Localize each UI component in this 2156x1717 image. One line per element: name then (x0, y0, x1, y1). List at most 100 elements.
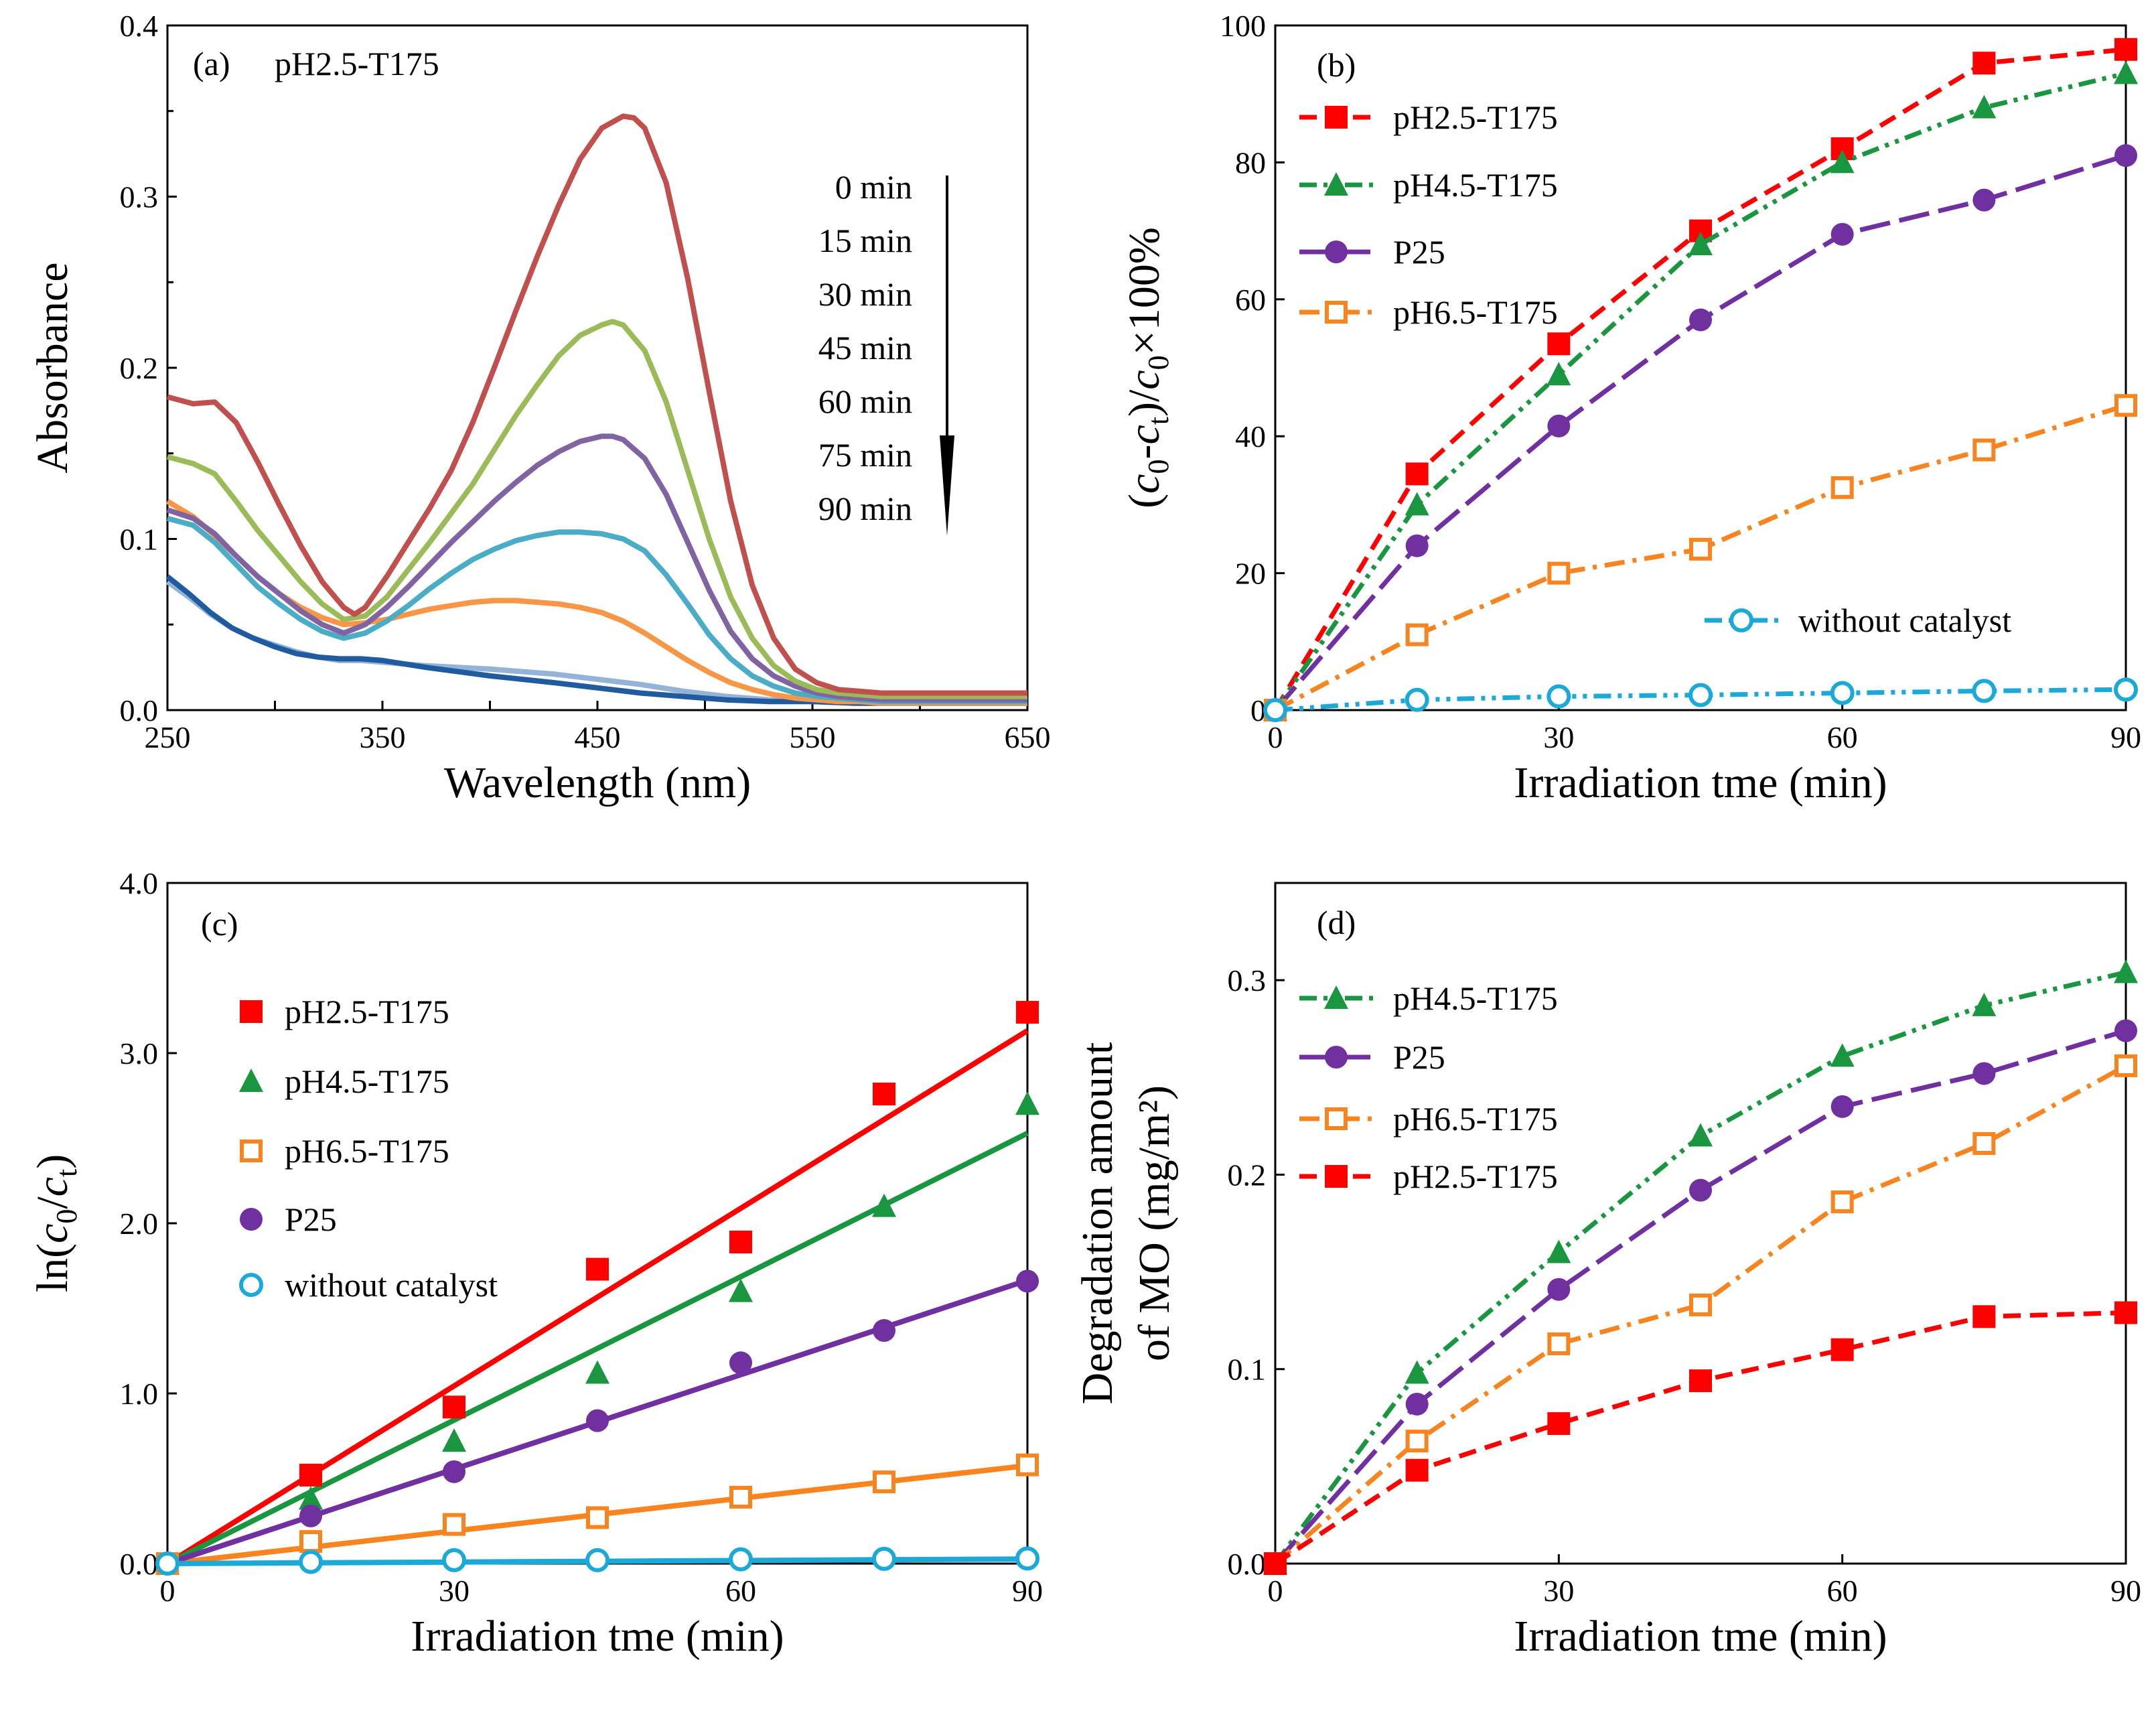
data-point (1405, 1430, 1429, 1453)
legend-label: pH2.5-T175 (1393, 98, 1558, 136)
legend-label: pH2.5-T175 (1393, 1158, 1558, 1195)
data-point (1264, 1552, 1287, 1575)
time-label: 15 min (818, 222, 912, 259)
data-point (1547, 561, 1571, 585)
y-tick-label: 0.2 (1228, 1158, 1267, 1192)
data-point (586, 1409, 609, 1432)
data-point (1689, 1369, 1712, 1393)
data-point (1689, 308, 1712, 332)
y-label-part: t (50, 1169, 83, 1177)
y-tick-label: 0.3 (120, 180, 159, 214)
x-tick-label: 450 (575, 720, 621, 754)
data-point (729, 1278, 753, 1302)
legend-marker (1325, 241, 1348, 263)
data-point (1830, 222, 1854, 246)
data-point (729, 1485, 752, 1509)
legend-entry: pH4.5-T175 (1299, 166, 1558, 204)
y-tick-label: 40 (1235, 419, 1266, 454)
series-line (1274, 1310, 2127, 1566)
panel-title: pH2.5-T175 (275, 45, 439, 82)
legend-marker (1325, 106, 1348, 129)
legend-entry: without catalyst (239, 1266, 498, 1304)
data-point (1405, 462, 1429, 486)
data-point (1688, 683, 1713, 707)
data-point (873, 1319, 895, 1343)
legend-entry: pH4.5-T175 (1299, 979, 1558, 1017)
legend-marker (240, 1000, 263, 1023)
x-tick-label: 0 (1268, 720, 1283, 754)
y-label-part: - (1120, 445, 1169, 460)
legend-marker (1324, 172, 1348, 196)
legend-label: pH4.5-T175 (1393, 979, 1558, 1017)
data-point (586, 1257, 609, 1281)
x-tick-label: 30 (1543, 720, 1574, 754)
series (1263, 677, 2138, 722)
legend-marker (1325, 1046, 1348, 1069)
data-point (1547, 414, 1571, 437)
data-point (1972, 1062, 1996, 1085)
panel-a: 250 350 450 550 650 0.0 0.1 0.2 0.3 0.4 Wavelength… (28, 9, 1051, 807)
legend-label: P25 (285, 1200, 337, 1238)
y-tick-label: 0.1 (120, 523, 159, 557)
legend-marker (240, 1140, 263, 1162)
legend-label: without catalyst (1798, 602, 2011, 639)
y-tick-label: 2.0 (120, 1207, 159, 1241)
spectrum-line (166, 515, 1027, 705)
data-point (443, 1460, 465, 1483)
y-label-part: c (28, 1224, 77, 1243)
legend-marker (1729, 608, 1753, 632)
y-tick-label: 100 (1220, 9, 1266, 43)
y-tick-label: 0.1 (1228, 1353, 1267, 1387)
y-axis-title: Absorbance (28, 262, 77, 473)
time-arrow-head (940, 435, 954, 536)
x-tick-label: 30 (1543, 1574, 1574, 1608)
y-tick-label: 0 (1250, 693, 1266, 728)
y-tick-label: 20 (1235, 557, 1266, 591)
data-point (1016, 1001, 1039, 1024)
legend-entry: pH2.5-T175 (240, 993, 449, 1030)
data-point (155, 1552, 179, 1576)
data-point (299, 1463, 322, 1487)
panel-c: 0 30 60 90 0.0 1.0 2.0 3.0 4.0 Irradiation tme (m… (28, 866, 1043, 1661)
data-point (443, 1395, 465, 1419)
data-point (1547, 332, 1571, 356)
legend-marker (1325, 301, 1348, 324)
data-point (2114, 144, 2137, 167)
spectrum-line (166, 433, 1027, 703)
x-tick-label: 60 (725, 1574, 756, 1608)
y-tick-label: 0.0 (1228, 1547, 1267, 1581)
data-point (729, 1230, 752, 1253)
legend-marker (239, 1069, 263, 1092)
legend-entry: P25 (1299, 233, 1445, 271)
legend-entry: pH6.5-T175 (240, 1132, 449, 1170)
data-point (1405, 687, 1429, 712)
y-label-part: 0 (1142, 355, 1175, 370)
data-point (873, 1470, 895, 1494)
data-point (1972, 438, 1996, 462)
legend-entry: pH2.5-T175 (1299, 1158, 1558, 1195)
data-point (299, 1529, 322, 1553)
y-label-part: c (28, 1177, 77, 1196)
spectrum-line (165, 574, 1027, 706)
legend-marker (1325, 1107, 1348, 1130)
legend-entry: P25 (1299, 1038, 1445, 1076)
data-point (1547, 1412, 1571, 1435)
data-point (586, 1506, 609, 1529)
data-point (1689, 1178, 1712, 1202)
legend-label: pH6.5-T175 (285, 1132, 449, 1170)
legend-label: pH6.5-T175 (1393, 1100, 1558, 1138)
y-label-part: c (1120, 474, 1169, 494)
y-tick-label: 60 (1235, 283, 1266, 317)
data-point (2114, 959, 2138, 983)
legend-marker (240, 1208, 263, 1231)
legend-marker (1324, 985, 1348, 1009)
legend-label: pH4.5-T175 (1393, 166, 1558, 204)
data-point (1015, 1546, 1039, 1571)
data-point (729, 1351, 752, 1375)
data-point (872, 1546, 896, 1571)
legend-entry: P25 (240, 1200, 337, 1238)
data-point (1016, 1269, 1039, 1293)
data-point (442, 1428, 466, 1452)
data-point (872, 1193, 896, 1217)
time-label: 0 min (835, 168, 912, 206)
